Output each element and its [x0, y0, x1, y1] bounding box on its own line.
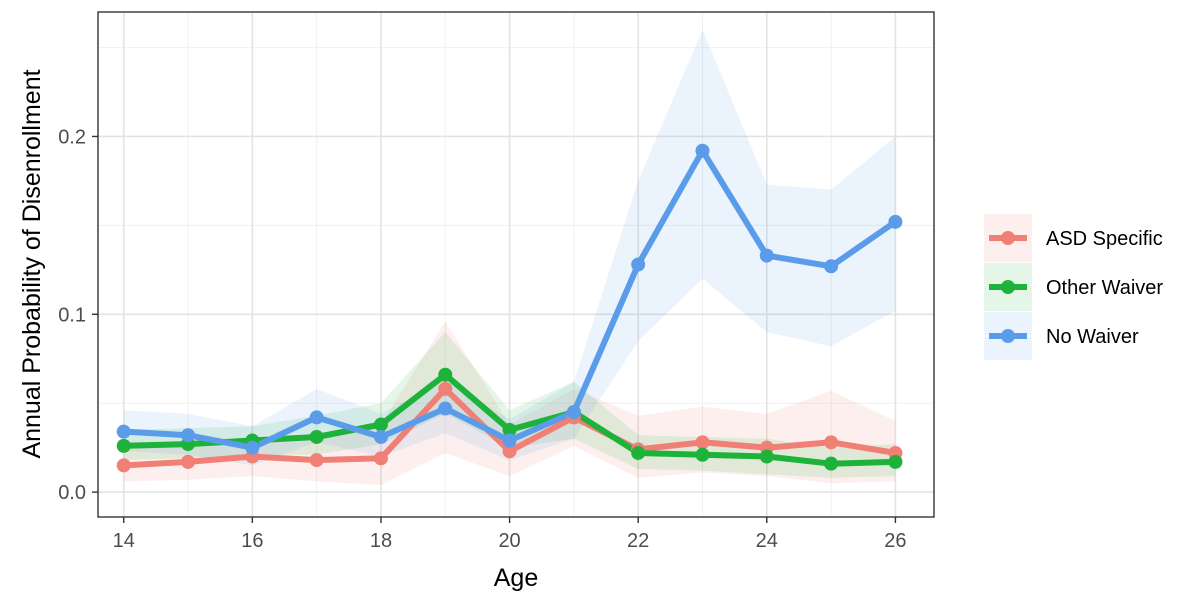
data-point	[631, 257, 646, 272]
x-axis-title: Age	[494, 564, 538, 592]
plot-panel-border	[97, 11, 935, 518]
data-point	[116, 458, 131, 473]
data-point	[309, 429, 324, 444]
grid-lines	[98, 12, 934, 517]
data-point	[116, 438, 131, 453]
y-tick-label: 0.0	[58, 482, 86, 504]
data-point	[373, 429, 388, 444]
data-point	[373, 451, 388, 466]
y-axis-title: Annual Probability of Disenrollment	[18, 69, 46, 458]
data-point	[888, 454, 903, 469]
legend-label: Other Waiver	[1046, 277, 1163, 299]
x-tick-label: 18	[370, 530, 392, 552]
data-point	[502, 433, 517, 448]
data-point	[566, 405, 581, 420]
plot-panel-background	[98, 12, 934, 517]
x-tick-label: 14	[113, 530, 135, 552]
y-tick-label: 0.1	[58, 304, 86, 326]
data-point	[116, 424, 131, 439]
y-tick-label: 0.2	[58, 126, 86, 148]
data-point	[631, 445, 646, 460]
data-point	[759, 449, 774, 464]
data-point	[245, 440, 260, 455]
x-axis-ticks: 14 16 18 20 22 24 26	[113, 517, 907, 552]
data-point	[181, 428, 196, 443]
data-point	[502, 422, 517, 437]
series-points	[116, 143, 903, 473]
data-point	[888, 214, 903, 229]
data-point	[695, 447, 710, 462]
data-point	[695, 435, 710, 450]
x-tick-label: 26	[884, 530, 906, 552]
x-tick-label: 16	[241, 530, 263, 552]
data-point	[438, 401, 453, 416]
data-point	[824, 456, 839, 471]
data-point	[181, 454, 196, 469]
x-tick-label: 24	[756, 530, 778, 552]
y-axis-ticks: 0.0 0.1 0.2	[58, 126, 98, 504]
data-point	[695, 143, 710, 158]
data-point	[309, 453, 324, 468]
data-point	[438, 381, 453, 396]
confidence-ribbon	[123, 29, 896, 466]
data-point	[309, 410, 324, 425]
legend-key-point	[1001, 231, 1015, 245]
legend-label: No Waiver	[1046, 326, 1139, 348]
data-point	[824, 259, 839, 274]
data-point	[502, 444, 517, 459]
legend-label: ASD Specific	[1046, 228, 1163, 250]
data-point	[373, 417, 388, 432]
x-tick-label: 20	[498, 530, 520, 552]
legend: ASD Specific Other Waiver No Waiver	[984, 214, 1163, 360]
legend-key-point	[1001, 280, 1015, 294]
legend-key-point	[1001, 329, 1015, 343]
data-point	[438, 367, 453, 382]
x-tick-label: 22	[627, 530, 649, 552]
data-point	[824, 435, 839, 450]
data-point	[759, 248, 774, 263]
